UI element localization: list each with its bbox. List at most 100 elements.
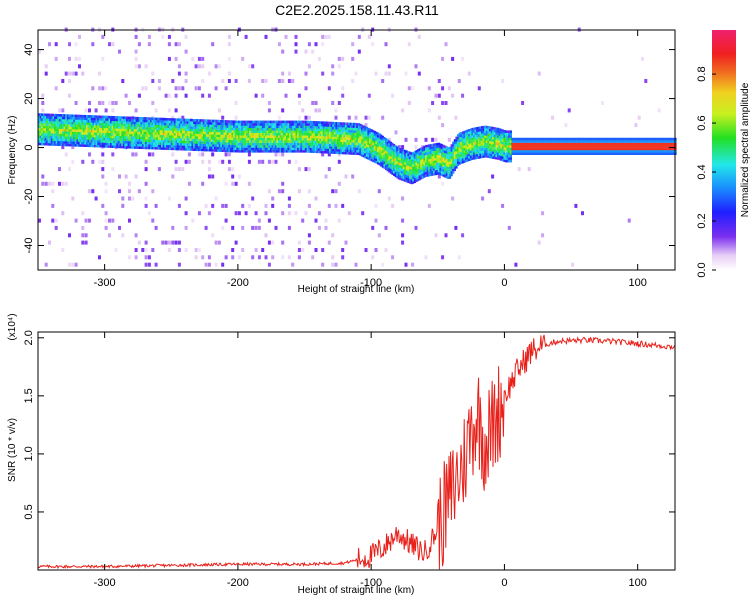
spectrogram-cell	[349, 149, 352, 153]
spectrogram-cell	[377, 159, 380, 162]
spectrogram-cell	[359, 126, 362, 129]
spectrogram-cell	[129, 124, 132, 127]
spectrogram-cell	[399, 148, 402, 151]
spectrogram-cell	[324, 34, 328, 39]
spectrogram-cell	[183, 126, 186, 129]
spectrogram-cell	[345, 134, 348, 138]
spectrogram-cell	[337, 136, 340, 140]
spectrogram-cell	[116, 118, 119, 122]
spectrogram-cell	[524, 152, 527, 155]
spectrogram-cell	[265, 130, 268, 133]
spectrogram-cell	[343, 151, 346, 155]
spectrogram-cell	[503, 149, 506, 153]
spectrogram-cell	[452, 168, 455, 172]
spectrogram-cell	[221, 144, 225, 148]
spectrogram-cell	[391, 167, 394, 170]
spectrogram-cell	[423, 150, 426, 154]
spectrogram-cell	[50, 126, 53, 129]
spectrogram-cell	[338, 124, 341, 128]
spectrogram-cell	[298, 137, 301, 141]
spectrogram-cell	[92, 142, 95, 145]
spectrogram-cell	[481, 145, 484, 149]
spectrogram-cell	[73, 134, 76, 137]
spectrogram-cell	[361, 144, 364, 147]
spectrogram-cell	[98, 135, 101, 138]
spectrogram-cell	[300, 120, 303, 124]
spectrogram-cell	[41, 135, 44, 138]
spectrogram-cell	[177, 203, 181, 208]
spectrogram-cell	[533, 145, 536, 148]
spectrogram-cell	[389, 153, 392, 157]
spectrogram-cell	[102, 120, 105, 124]
spectrogram-cell	[562, 142, 565, 146]
spectrogram-cell	[431, 148, 434, 152]
spectrogram-cell	[365, 146, 368, 150]
spectrogram-cell	[489, 126, 492, 129]
spectrogram-cell	[221, 203, 225, 208]
spectrogram-cell	[211, 174, 215, 179]
spectrogram-cell	[266, 128, 269, 131]
spectrogram-cell	[485, 133, 488, 136]
spectrogram-cell	[263, 128, 266, 131]
spectrogram-cell	[247, 140, 250, 143]
spectrogram-cell	[146, 129, 149, 133]
spectrogram-cell	[257, 135, 260, 138]
spectrogram-cell	[111, 152, 115, 157]
spectrogram-cell	[98, 117, 101, 121]
spectrogram-cell	[317, 121, 321, 124]
spectrogram-cell	[264, 211, 268, 216]
spectrogram-cell	[373, 148, 376, 151]
spectrogram-cell	[46, 130, 49, 134]
spectrogram-cell	[449, 166, 452, 169]
spectrogram-cell	[46, 128, 49, 131]
spectrogram-cell	[338, 136, 341, 140]
spectrogram-cell	[221, 124, 225, 128]
spectrogram-cell	[144, 86, 148, 91]
spectrogram-cell	[356, 130, 359, 133]
spectrogram-cell	[330, 146, 333, 149]
spectrogram-cell	[343, 129, 346, 133]
spectrogram-cell	[482, 133, 485, 136]
spectrogram-cell	[516, 152, 519, 155]
spectrogram-cell	[407, 173, 410, 176]
spectrogram-cell	[217, 122, 220, 125]
spectrogram-cell	[316, 135, 319, 139]
spectrogram-cell	[287, 211, 291, 216]
spectrogram-cell	[338, 129, 341, 133]
spectrogram-cell	[485, 152, 488, 156]
spectrogram-cell	[423, 162, 426, 166]
spectrogram-cell	[154, 137, 157, 140]
spectrogram-cell	[44, 64, 48, 69]
spectrogram-cell	[516, 137, 519, 141]
spectrogram-cell	[501, 79, 505, 83]
spectrogram-cell	[377, 132, 380, 136]
spectrogram-cell	[327, 133, 330, 137]
spectrogram-cell	[297, 130, 300, 133]
spectrogram-cell	[337, 149, 340, 152]
spectrogram-cell	[541, 140, 544, 143]
spectrogram-cell	[348, 122, 351, 126]
spectrogram-cell	[511, 147, 514, 151]
spectrogram-cell	[247, 181, 251, 186]
spectrogram-cell	[506, 137, 509, 141]
spectrogram-cell	[239, 150, 242, 153]
spectrogram-cell	[330, 131, 333, 135]
spectrogram-cell	[260, 137, 263, 141]
spectrogram-cell	[144, 203, 148, 208]
spectrogram-cell	[151, 139, 154, 143]
spectrogram-cell	[321, 136, 324, 139]
spectrogram-cell	[180, 140, 183, 144]
spectrogram-cell	[285, 150, 289, 153]
spectrogram-cell	[205, 126, 209, 130]
spectrogram-cell	[495, 127, 498, 131]
spectrogram-cell	[476, 149, 479, 152]
spectrogram-cell	[450, 156, 453, 159]
spectrogram-cell	[367, 152, 370, 155]
spectrogram-cell	[186, 126, 189, 129]
spectrogram-cell	[537, 71, 541, 76]
spectrogram-cell	[361, 149, 364, 152]
spectrogram-cell	[405, 165, 408, 168]
spectrogram-cell	[282, 123, 285, 126]
spectrogram-cell	[378, 133, 381, 136]
spectrogram-cell	[138, 136, 141, 140]
